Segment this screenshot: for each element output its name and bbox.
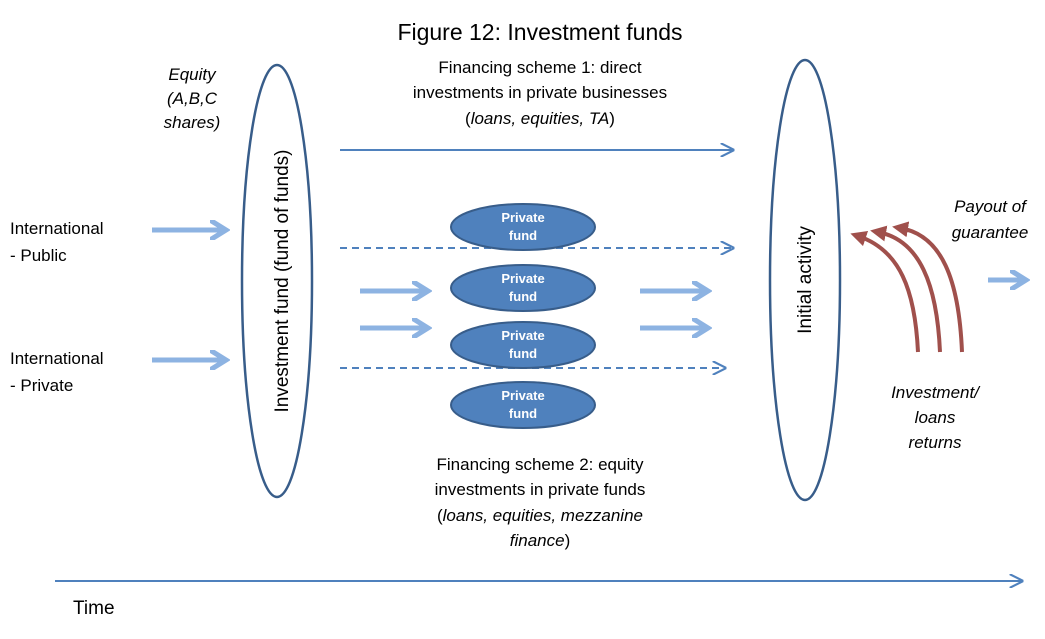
- private-fund: [450, 203, 596, 251]
- private-fund-label: Private: [501, 271, 544, 286]
- payout-label: Payout of: [954, 197, 1028, 216]
- scheme-2-label: finance): [510, 531, 571, 550]
- fund-of-funds-label: Investment fund (fund of funds): [272, 150, 293, 413]
- text-part: ): [609, 109, 615, 128]
- equity-label: shares): [164, 113, 221, 132]
- returns-label: loans: [915, 408, 956, 427]
- input-label: - Public: [10, 246, 67, 265]
- private-fund: [450, 321, 596, 369]
- private-fund: [450, 381, 596, 429]
- initial-activity-ellipse: [768, 58, 842, 502]
- equity-label: (A,B,C: [167, 89, 218, 108]
- text-part: ): [565, 531, 571, 550]
- input-label: International: [10, 349, 104, 368]
- scheme-1-label: investments in private businesses: [413, 83, 667, 102]
- flow-arrows: [152, 230, 1022, 360]
- equity-label: Equity: [168, 65, 217, 84]
- text-part: loans, equities, mezzanine: [443, 506, 643, 525]
- private-fund-label: Private: [501, 210, 544, 225]
- text-part: finance: [510, 531, 565, 550]
- scheme-2-label: Financing scheme 2: equity: [437, 455, 644, 474]
- text-part: (: [437, 506, 443, 525]
- private-fund-label: fund: [509, 289, 537, 304]
- scheme-2-label: (loans, equities, mezzanine: [437, 506, 643, 525]
- text-part: (: [465, 109, 471, 128]
- initial-activity-label: Initial activity: [795, 226, 816, 334]
- input-label: International: [10, 219, 104, 238]
- returns-label: Investment/: [891, 383, 981, 402]
- scheme-2-label: investments in private funds: [435, 480, 646, 499]
- return-arrows: [850, 221, 964, 353]
- scheme-1-label: (loans, equities, TA): [465, 109, 615, 128]
- private-funds: Private fund Private fund Private fund P…: [450, 203, 596, 429]
- time-label: Time: [73, 598, 115, 619]
- private-fund-label: Private: [501, 388, 544, 403]
- fund-of-funds-ellipse: [240, 63, 314, 499]
- scheme-1-label: Financing scheme 1: direct: [438, 58, 641, 77]
- payout-label: guarantee: [952, 223, 1029, 242]
- private-fund-label: fund: [509, 228, 537, 243]
- private-fund-label: fund: [509, 406, 537, 421]
- input-label: - Private: [10, 376, 73, 395]
- text-part: loans, equities, TA: [471, 109, 610, 128]
- title: Figure 12: Investment funds: [397, 19, 682, 45]
- private-fund: [450, 264, 596, 312]
- private-fund-label: Private: [501, 328, 544, 343]
- returns-label: returns: [909, 433, 962, 452]
- private-fund-label: fund: [509, 346, 537, 361]
